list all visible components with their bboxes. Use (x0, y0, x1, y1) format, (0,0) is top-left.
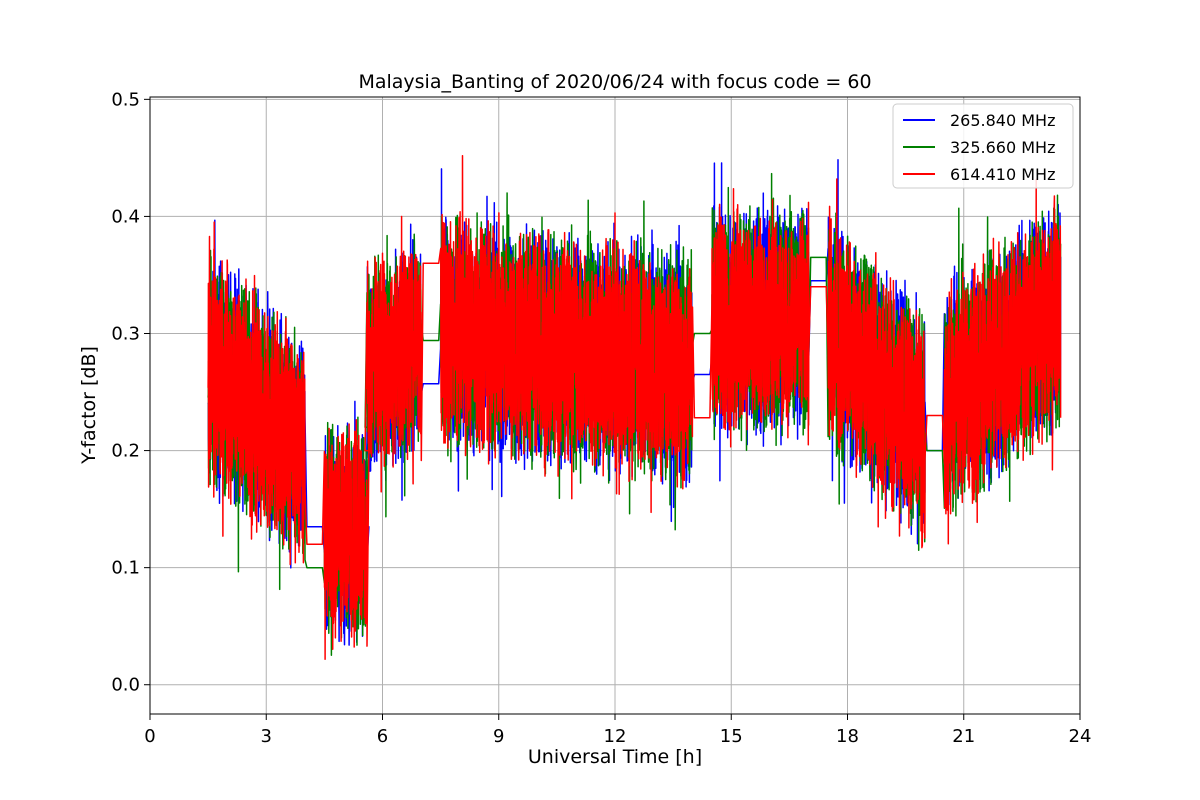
y-axis-label: Y-factor [dB] (78, 346, 100, 465)
y-axis-ticks: 0.0 0.1 0.2 0.3 0.4 0.5 (111, 89, 150, 696)
series-layer (207, 154, 1062, 661)
x-tick-label: 12 (604, 726, 627, 747)
x-axis-ticks: 0 3 6 9 12 15 18 21 24 (144, 714, 1091, 747)
y-tick-label: 0.1 (111, 558, 140, 579)
x-axis-label: Universal Time [h] (528, 746, 702, 768)
x-tick-label: 6 (377, 726, 388, 747)
series-line-2 (207, 154, 1062, 661)
x-tick-label: 3 (261, 726, 272, 747)
chart-title: Malaysia_Banting of 2020/06/24 with focu… (358, 71, 871, 93)
x-tick-label: 18 (836, 726, 859, 747)
x-tick-label: 15 (720, 726, 743, 747)
y-tick-label: 0.2 (111, 441, 140, 462)
legend: 265.840 MHz 325.660 MHz 614.410 MHz (892, 103, 1074, 189)
legend-box (892, 103, 1074, 189)
y-tick-label: 0.4 (111, 206, 140, 227)
legend-label: 614.410 MHz (950, 165, 1055, 184)
y-tick-label: 0.5 (111, 89, 140, 110)
x-tick-label: 24 (1069, 726, 1092, 747)
legend-label: 325.660 MHz (950, 138, 1055, 157)
legend-label: 265.840 MHz (950, 111, 1055, 130)
x-tick-label: 21 (952, 726, 975, 747)
y-tick-label: 0.0 (111, 675, 140, 696)
x-tick-label: 9 (493, 726, 504, 747)
y-tick-label: 0.3 (111, 323, 140, 344)
x-tick-label: 0 (144, 726, 155, 747)
